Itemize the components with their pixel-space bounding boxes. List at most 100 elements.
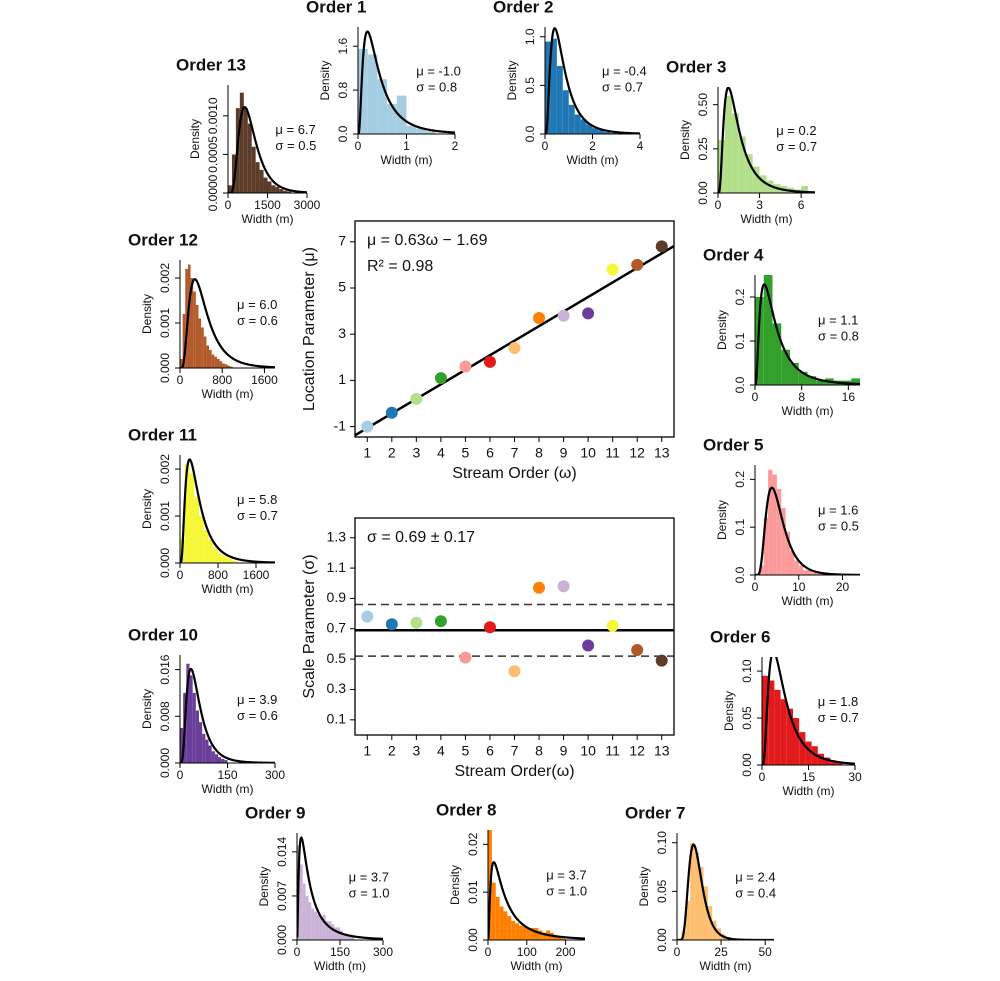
bar [562,90,569,134]
panel: 0.00 0.05 0.10 0 25 50 Width (m) Density Order 7… [625,803,776,973]
x-axis-label: Width (m) [782,404,834,418]
y-tick-label: 0.02 [466,832,480,856]
point [361,610,374,623]
x-tick-label: 5 [462,445,470,461]
x-tick-label: 7 [511,445,519,461]
bar [201,327,204,368]
bar [557,937,562,940]
panel-title: Order 1 [306,0,366,16]
y-tick-label: 0.2 [733,471,747,488]
bar [222,555,228,563]
y-tick-label: 0.008 [158,701,172,731]
point [557,580,570,593]
bar [193,291,196,368]
y-tick-label: 0.002 [158,263,172,293]
x-tick-label: 100 [517,945,537,959]
bar [195,710,199,763]
fit-curve [180,278,275,368]
bar [416,128,426,134]
panel-title: Order 7 [625,803,685,822]
point [631,644,644,657]
x-tick-label: 11 [605,743,620,759]
x-tick-label: 0 [225,198,232,212]
point [582,307,595,320]
y-axis-label: Location Parameter (μ) [301,247,318,411]
bar [302,883,306,940]
x-tick-label: 800 [212,373,232,387]
y-tick-label: 0.001 [158,308,172,338]
bar [218,757,222,763]
fit-label: σ = 0.7 [776,139,817,154]
bar [799,732,806,765]
panel-title: Order 13 [176,55,246,74]
bar [205,739,209,763]
y-tick-label: 0.5 [327,650,347,666]
bar [592,128,599,134]
bar [325,921,329,940]
panel-title: Order 4 [703,245,764,264]
bar [694,852,700,940]
bar [259,169,264,193]
fit-label: μ = 6.7 [275,122,315,137]
point [508,665,521,678]
fit-curve [755,283,860,385]
x-tick-label: 300 [265,768,285,782]
bar [759,565,764,575]
bar [507,916,512,940]
fit-label: μ = 3.7 [349,869,389,884]
x-tick-label: 3 [412,445,420,461]
bar [228,185,232,193]
y-tick-label: 0.0010 [206,97,220,134]
bar [798,565,804,575]
point [655,654,668,667]
fit-label: σ = 1.0 [546,884,587,899]
bar [267,181,272,193]
bar [227,558,233,563]
x-tick-label: 1600 [243,568,270,582]
fit-label: R² = 0.98 [367,258,433,275]
point [385,618,398,631]
bar [331,924,335,940]
x-tick-label: 12 [629,743,645,759]
bar [801,185,809,193]
point [459,651,472,664]
bar [227,365,231,368]
panel-title: Order 2 [493,0,553,16]
bar [568,104,575,134]
y-tick-label: 1.6 [336,38,350,55]
bar [345,933,349,940]
bar [334,927,338,940]
x-tick-label: 50 [759,945,773,959]
fit-label: σ = 0.4 [735,885,776,900]
x-tick-label: 7 [511,743,519,759]
bar [798,371,808,385]
bar [218,553,223,563]
y-axis-label: Density [188,119,202,159]
x-tick-label: 1 [403,139,410,153]
bar [219,361,223,368]
bar [213,548,218,563]
point [631,258,644,271]
fit-curve [297,836,383,940]
bar [851,378,860,385]
y-tick-label: 0.000 [158,748,172,778]
bar [299,864,303,940]
fit-label: σ = 0.7 [818,710,859,725]
y-tick-label: 0.00 [740,753,754,777]
bar [530,928,535,940]
bar [772,323,782,385]
bar [685,901,691,940]
bar [317,914,320,940]
bar [287,191,292,193]
plot-frame [354,517,675,736]
y-tick-label: 0.00 [696,181,710,205]
bar [830,760,837,765]
point [483,355,496,368]
fit-label: μ = 6.0 [237,297,277,312]
bar [203,530,209,563]
bar [816,380,825,385]
bar [495,896,500,940]
